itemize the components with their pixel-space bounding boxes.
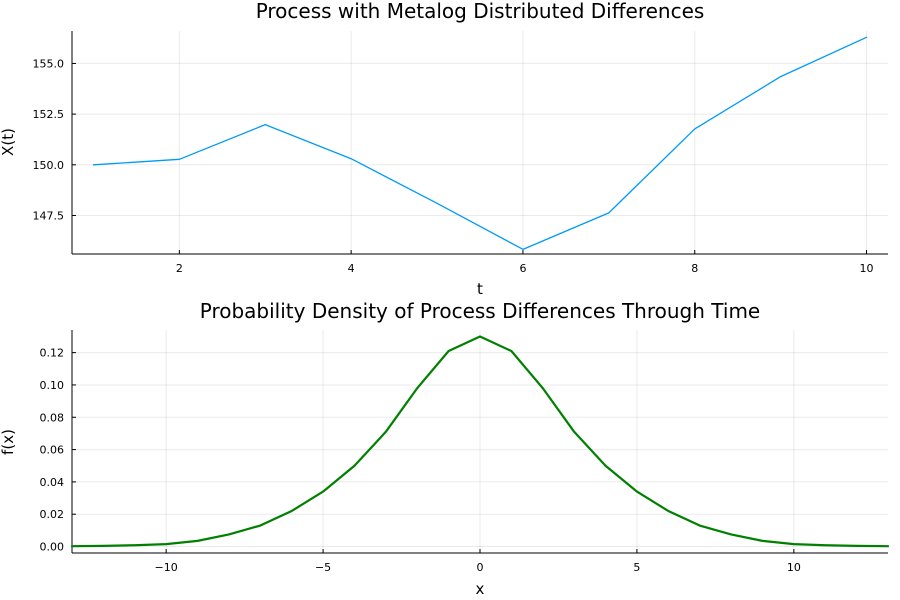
x-tick-label: 5 xyxy=(633,561,640,574)
x-tick-label: 2 xyxy=(176,262,183,275)
y-tick-label: 150.0 xyxy=(33,159,65,172)
y-tick-label: 0.12 xyxy=(40,347,65,360)
x-axis-label-density: x xyxy=(476,580,485,598)
x-tick-label: 6 xyxy=(519,262,526,275)
y-tick-label: 0.06 xyxy=(40,444,65,457)
grid-density xyxy=(72,330,888,553)
x-tick-label: 4 xyxy=(348,262,355,275)
chart-title-density: Probability Density of Process Differenc… xyxy=(200,299,760,323)
x-tick-label: 8 xyxy=(691,262,698,275)
x-ticks-process: 2 4 6 8 10 xyxy=(176,250,874,275)
y-tick-label: 0.00 xyxy=(40,541,65,554)
x-ticks-density: −10 −5 0 5 10 xyxy=(155,549,801,574)
chart-title-process: Process with Metalog Distributed Differe… xyxy=(256,0,705,23)
series-line-0 xyxy=(92,36,868,250)
x-tick-label: 0 xyxy=(477,561,484,574)
y-tick-label: 147.5 xyxy=(33,209,65,222)
x-tick-label: 10 xyxy=(860,262,874,275)
y-axis-label-density: f(x) xyxy=(0,429,17,455)
panel-density: Probability Density of Process Differenc… xyxy=(0,299,890,598)
series-process xyxy=(92,36,868,250)
y-tick-label: 0.08 xyxy=(40,411,65,424)
y-tick-label: 0.10 xyxy=(40,379,65,392)
y-axis-label-process: X(t) xyxy=(0,128,17,156)
x-tick-label: 10 xyxy=(787,561,801,574)
series-density xyxy=(70,335,890,548)
series-line-0 xyxy=(70,335,890,548)
y-tick-label: 0.02 xyxy=(40,508,65,521)
y-tick-label: 0.04 xyxy=(40,476,65,489)
y-tick-label: 152.5 xyxy=(33,108,65,121)
x-tick-label: −5 xyxy=(315,561,331,574)
y-ticks-density: 0.00 0.02 0.04 0.06 0.08 0.10 0.12 xyxy=(40,347,76,554)
y-ticks-process: 147.5 150.0 152.5 155.0 xyxy=(33,57,76,222)
grid-process xyxy=(72,31,888,254)
y-tick-label: 155.0 xyxy=(33,57,65,70)
x-tick-label: −10 xyxy=(155,561,178,574)
x-axis-label-process: t xyxy=(477,280,483,298)
panel-process: Process with Metalog Distributed Differe… xyxy=(0,0,888,298)
